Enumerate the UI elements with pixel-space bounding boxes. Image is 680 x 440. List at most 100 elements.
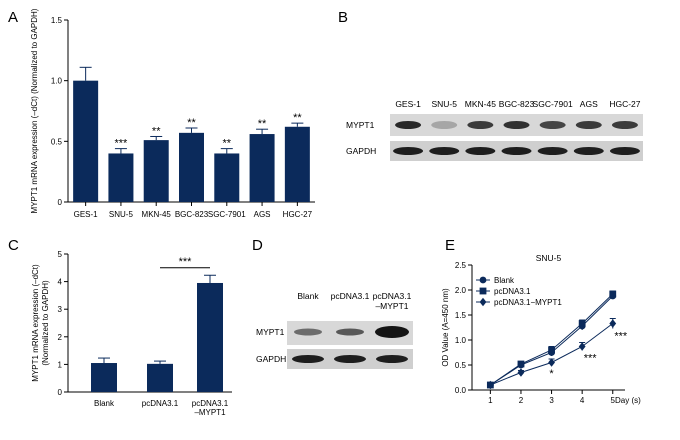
mypt1-band <box>575 121 602 129</box>
data-point <box>486 380 494 390</box>
data-point <box>517 360 525 368</box>
y-tick-label: 0 <box>58 198 63 207</box>
data-point <box>609 319 617 328</box>
x-tick-label: 4 <box>580 396 585 405</box>
mypt1-band <box>503 121 530 129</box>
gapdh-band <box>501 147 532 155</box>
gapdh-band <box>334 355 366 363</box>
panel-label-d: D <box>252 237 263 254</box>
gapdh-band <box>376 355 408 363</box>
bar <box>179 132 204 202</box>
significance-mark: ** <box>258 118 267 130</box>
bar <box>249 134 275 202</box>
lane-label: AGS <box>580 99 598 109</box>
significance-mark: *** <box>614 331 628 343</box>
category-label: MKN-45 <box>142 210 172 219</box>
significance-mark: *** <box>115 138 129 150</box>
category-label: HGC-27 <box>283 210 313 219</box>
category-label: –MYPT1 <box>194 408 226 417</box>
panel-label-e: E <box>445 237 455 254</box>
y-axis-label-line2: (Normalized to GAPDH) <box>41 280 50 366</box>
panel-label-c: C <box>8 237 19 254</box>
legend-marker <box>479 297 487 307</box>
lane-label: MKN-45 <box>465 99 496 109</box>
bar <box>197 282 223 392</box>
y-tick-label: 0.5 <box>455 361 467 370</box>
category-label: SGC-7901 <box>208 210 246 219</box>
mypt1-band <box>539 121 566 129</box>
gapdh-band <box>393 147 424 155</box>
lane-label: SNU-5 <box>431 99 457 109</box>
data-point <box>609 290 617 298</box>
legend: Blank pcDNA3.1 pcDNA3.1−MYPT1 <box>476 276 562 307</box>
x-tick-label: 5 <box>611 396 616 405</box>
y-tick-label: 1.0 <box>51 77 63 86</box>
category-label: BGC-823 <box>175 210 209 219</box>
gapdh-band <box>465 147 496 155</box>
panel-a-chart: 0 0.5 1.0 1.5 GES-1 SNU-5 *** MKN-45 ** BGC-823 **… <box>30 8 315 219</box>
category-label: pcDNA3.1 <box>192 399 229 408</box>
category-label: GES-1 <box>74 210 99 219</box>
mypt1-band <box>467 121 494 129</box>
gapdh-band <box>573 147 604 155</box>
y-tick-label: 3 <box>58 305 63 314</box>
bar <box>91 363 117 392</box>
y-axis-label: MYPT1 mRNA expression (–dCt) (Normalized… <box>30 8 39 213</box>
y-tick-label: 5 <box>58 250 63 259</box>
gapdh-band <box>609 147 640 155</box>
y-tick-label: 1.5 <box>51 16 63 25</box>
y-tick-label: 2 <box>58 333 63 342</box>
category-label: Blank <box>94 399 115 408</box>
panel-e-chart: SNU-5 0.0 0.5 1.0 1.5 2.0 2.5 1 2 3 4 5 Day (s) OD Va… <box>441 253 641 405</box>
legend-entry: pcDNA3.1 <box>494 287 531 296</box>
gapdh-band <box>292 355 324 363</box>
y-tick-label: 1 <box>58 360 63 369</box>
bar <box>73 80 99 202</box>
x-tick-label: 2 <box>519 396 524 405</box>
y-tick-label: 2.0 <box>455 286 467 295</box>
y-tick-label: 2.5 <box>455 261 467 270</box>
lane-label: pcDNA3.1 <box>373 291 412 301</box>
row-label-mypt1: MYPT1 <box>256 327 285 337</box>
data-point <box>548 358 555 367</box>
lane-label: Blank <box>297 291 319 301</box>
lane-label: GES-1 <box>395 99 421 109</box>
significance-mark: ** <box>293 112 302 124</box>
lane-label: –MYPT1 <box>375 301 408 311</box>
chart-title: SNU-5 <box>536 253 562 263</box>
legend-marker <box>479 287 487 295</box>
mypt1-band <box>611 121 638 129</box>
row-label-mypt1: MYPT1 <box>346 120 375 130</box>
significance-mark: * <box>549 368 554 380</box>
significance-mark: ** <box>187 117 196 129</box>
bar <box>143 140 169 202</box>
legend-entry: pcDNA3.1−MYPT1 <box>494 298 562 307</box>
bar <box>108 153 134 202</box>
mypt1-band <box>294 328 322 336</box>
gapdh-band <box>429 147 460 155</box>
category-label: SNU-5 <box>109 210 134 219</box>
significance-mark: ** <box>223 138 232 150</box>
y-tick-label: 1.0 <box>455 336 467 345</box>
x-tick-label: 1 <box>488 396 493 405</box>
data-point <box>548 346 555 354</box>
lane-label: pcDNA3.1 <box>331 291 370 301</box>
legend-entry: Blank <box>494 276 515 285</box>
significance-mark: ** <box>152 125 161 137</box>
lane-label: HGC-27 <box>609 99 640 109</box>
data-point <box>578 342 586 351</box>
lane-label: SGC-7901 <box>533 99 573 109</box>
legend-marker <box>479 276 487 284</box>
panel-label-a: A <box>8 9 18 26</box>
category-label: AGS <box>254 210 271 219</box>
category-label: pcDNA3.1 <box>142 399 179 408</box>
x-axis-label: Day (s) <box>615 396 641 405</box>
mypt1-band <box>431 121 458 129</box>
y-axis-label: OD Value (A=450 nm) <box>441 288 450 367</box>
y-axis-label: MYPT1 mRNA expression (–dCt) <box>31 264 40 382</box>
row-label-gapdh: GAPDH <box>256 354 286 364</box>
mypt1-band <box>375 326 409 338</box>
